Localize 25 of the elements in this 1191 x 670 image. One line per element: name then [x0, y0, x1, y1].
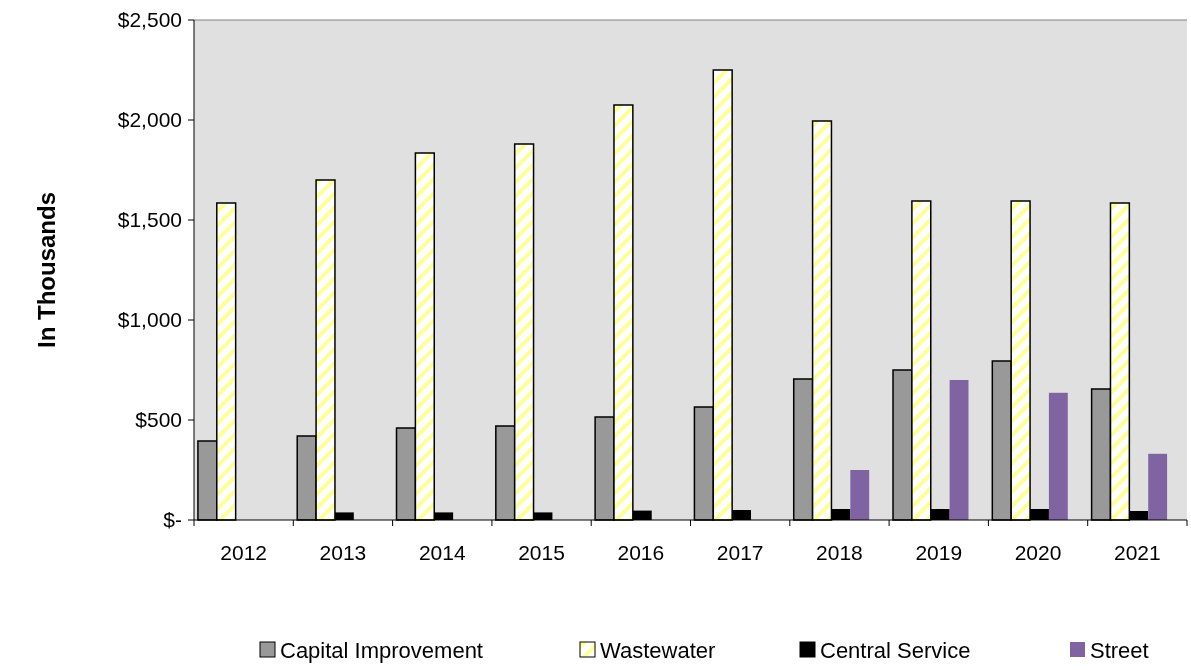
y-tick-label: $1,000 — [117, 308, 182, 332]
x-tick-label: 2018 — [816, 541, 863, 564]
y-axis-title: In Thousands — [33, 192, 60, 348]
legend-label: Central Service — [820, 638, 971, 663]
y-tick-label: $500 — [135, 408, 182, 432]
x-tick-label: 2021 — [1113, 541, 1161, 564]
x-tick-label: 2013 — [319, 541, 367, 564]
legend-label: Wastewater — [600, 638, 716, 663]
x-tick-label: 2014 — [418, 541, 466, 564]
x-tick-label: 2017 — [716, 541, 764, 564]
y-tick-label: $- — [163, 508, 182, 532]
x-tick-label: 2016 — [617, 541, 665, 564]
y-tick-label: $2,000 — [117, 108, 182, 132]
x-tick-label: 2019 — [915, 541, 963, 564]
bar — [949, 380, 969, 520]
y-tick-label: $1,500 — [117, 208, 182, 232]
legend-label: Capital Improvement — [280, 638, 483, 663]
bar — [1048, 392, 1068, 520]
x-tick-label: 2012 — [220, 541, 268, 564]
legend-label: Street — [1090, 638, 1149, 663]
bar — [850, 470, 870, 520]
x-tick-label: 2020 — [1014, 541, 1062, 564]
bar — [1148, 453, 1168, 520]
y-tick-label: $2,500 — [117, 8, 182, 32]
x-tick-label: 2015 — [518, 541, 565, 564]
